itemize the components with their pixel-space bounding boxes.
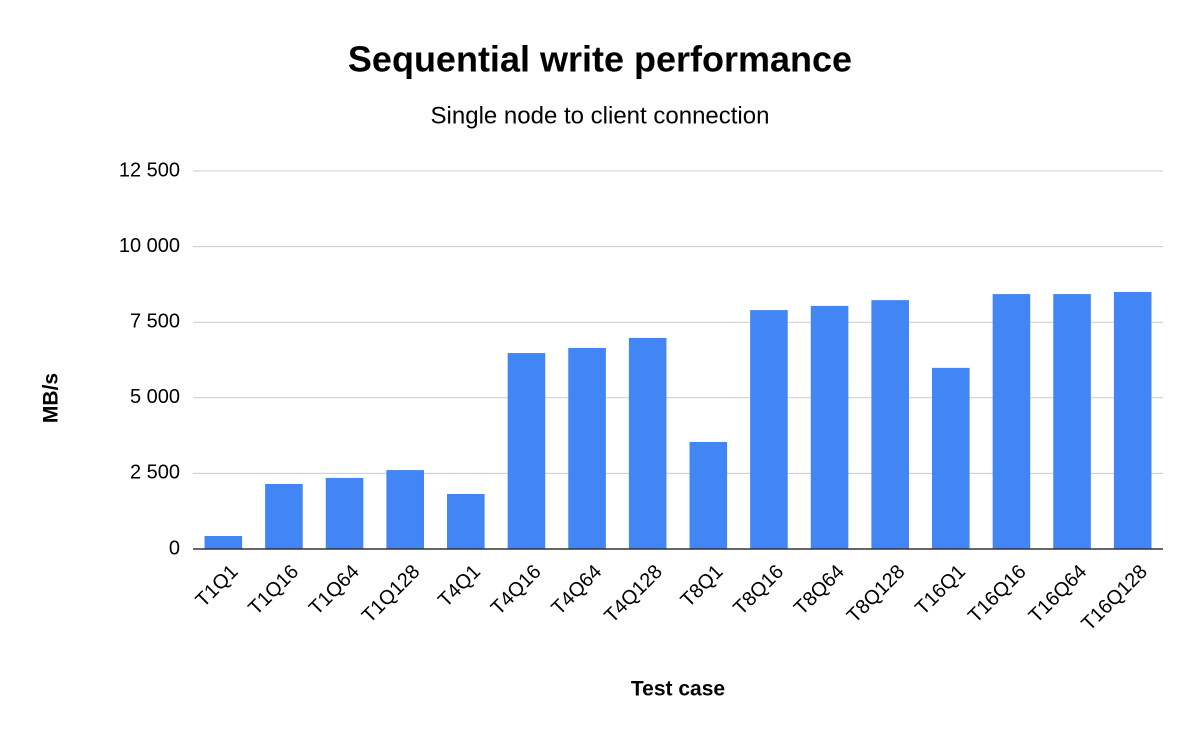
bar (1113, 291, 1152, 549)
x-tick-label: T8Q64 (790, 561, 849, 620)
x-tick-label: T4Q128 (600, 561, 667, 628)
y-tick-label: 10 000 (119, 235, 180, 257)
bar (992, 294, 1031, 549)
y-axis-title: MB/s (40, 373, 63, 423)
x-tick-label: T4Q1 (434, 561, 485, 612)
x-axis-title: Test case (631, 678, 725, 701)
x-tick-label: T1Q128 (358, 561, 425, 628)
bar (810, 305, 849, 549)
x-tick-label: T16Q128 (1077, 561, 1152, 636)
chart-title: Sequential write performance (348, 39, 852, 80)
x-tick-label: T8Q1 (677, 561, 728, 612)
y-tick-label: 12 500 (119, 159, 180, 181)
bar (932, 367, 970, 549)
x-tick-label: T8Q16 (729, 561, 788, 620)
x-tick-label: T16Q1 (911, 561, 970, 620)
bar (447, 493, 485, 549)
y-tick-label: 0 (169, 537, 180, 559)
x-tick-label: T4Q16 (487, 561, 546, 620)
bar (325, 477, 364, 549)
bar (689, 441, 728, 549)
bar (265, 483, 303, 549)
y-tick-label: 7 500 (130, 310, 180, 332)
x-tick-label: T16Q16 (964, 561, 1031, 628)
bar (568, 347, 606, 549)
bar (871, 300, 909, 549)
bar (386, 470, 424, 549)
x-tick-label: T8Q128 (843, 561, 910, 628)
x-tick-label: T1Q1 (192, 561, 243, 612)
x-tick-label: T4Q64 (548, 561, 607, 620)
y-tick-label: 2 500 (130, 462, 180, 484)
bar (204, 535, 243, 549)
x-tick-label: T1Q64 (305, 561, 364, 620)
chart-subtitle: Single node to client connection (431, 102, 770, 129)
bar (507, 353, 546, 549)
bar (1053, 294, 1091, 549)
bar (750, 310, 788, 549)
y-tick-label: 5 000 (130, 386, 180, 408)
x-tick-label: T1Q16 (244, 561, 303, 620)
bar (628, 337, 667, 549)
